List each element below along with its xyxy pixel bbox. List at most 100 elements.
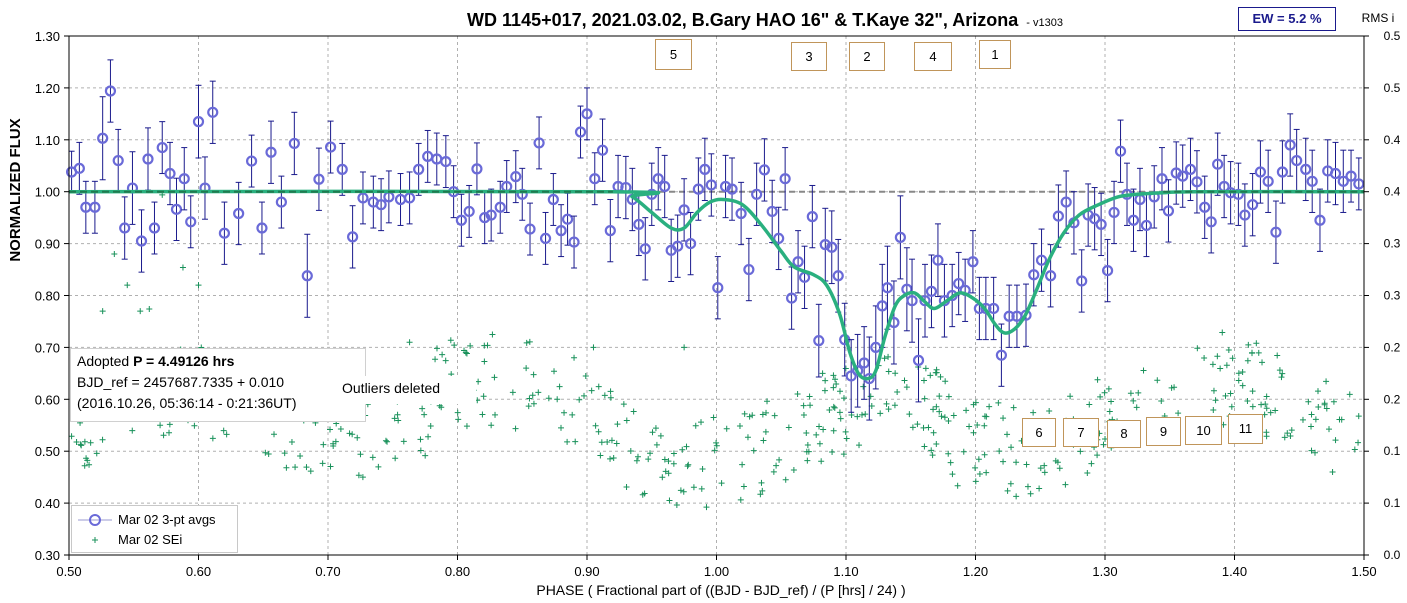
sei-point <box>337 426 344 433</box>
sei-point <box>93 450 100 457</box>
sei-point <box>963 407 970 414</box>
sei-point <box>1194 345 1201 352</box>
y-tick-label: 0.60 <box>35 392 60 407</box>
sei-point <box>929 452 936 459</box>
sei-point <box>677 487 684 494</box>
sei-point <box>685 461 692 468</box>
sei-point <box>81 462 88 469</box>
sei-point <box>936 393 943 400</box>
sei-point <box>1000 458 1007 465</box>
avg-point <box>751 188 763 200</box>
avg-point <box>988 302 1000 315</box>
sei-point <box>535 389 542 396</box>
sei-point <box>1010 404 1017 411</box>
sei-point <box>803 430 810 437</box>
avg-point <box>185 216 197 228</box>
sei-point <box>1225 347 1232 354</box>
avg-point <box>1035 254 1048 266</box>
sei-point <box>1308 447 1315 454</box>
sei-point <box>713 439 720 446</box>
y-tick-label: 0.80 <box>35 289 60 304</box>
avg-point <box>712 282 724 294</box>
sei-point <box>1355 413 1362 420</box>
sei-point <box>369 454 376 461</box>
sei-point <box>822 377 829 384</box>
sei-point <box>758 479 765 486</box>
sei-point <box>87 439 94 446</box>
sei-point <box>659 474 666 481</box>
sei-point <box>833 380 840 387</box>
sei-point <box>649 429 656 436</box>
sei-point <box>265 450 272 457</box>
avg-point <box>672 240 684 252</box>
sei-point <box>673 502 680 509</box>
sei-point <box>1235 370 1242 377</box>
sei-point <box>454 409 461 416</box>
sei-point <box>455 416 462 423</box>
sei-point <box>1094 376 1101 383</box>
sei-point <box>438 404 445 411</box>
avg-point <box>313 173 325 185</box>
sei-point <box>607 455 614 462</box>
sei-point <box>698 419 705 426</box>
sei-point <box>425 433 432 440</box>
sei-point <box>1013 459 1020 466</box>
sei-point <box>1030 409 1037 416</box>
sei-point <box>191 422 198 429</box>
avg-point <box>403 192 416 204</box>
sei-point <box>832 376 839 383</box>
sei-point <box>1067 393 1074 400</box>
event-label-3: 3 <box>791 42 827 71</box>
x-tick-label: 0.90 <box>574 564 599 579</box>
sei-point <box>816 423 823 430</box>
sei-point <box>319 460 326 467</box>
sei-point <box>1305 398 1312 405</box>
avg-point <box>819 239 831 251</box>
sei-point <box>842 365 849 372</box>
sei-point <box>854 413 861 420</box>
sei-point <box>1105 385 1112 392</box>
avg-point <box>494 201 506 213</box>
avg-point <box>858 357 870 369</box>
sei-point <box>1154 377 1161 384</box>
avg-point <box>1306 175 1318 187</box>
sei-point <box>826 407 833 414</box>
sei-point <box>81 438 88 445</box>
x-tick-label: 1.40 <box>1222 564 1247 579</box>
sei-point <box>1054 459 1061 466</box>
avg-point <box>288 137 300 150</box>
sei-point <box>326 426 333 433</box>
sei-point <box>590 344 597 351</box>
sei-point <box>481 342 488 349</box>
sei-point <box>489 331 496 338</box>
avg-point <box>652 173 664 185</box>
avg-point <box>455 214 467 226</box>
sei-point <box>320 441 327 448</box>
avg-point <box>539 232 552 245</box>
avg-point <box>324 141 337 153</box>
sei-point <box>283 464 290 471</box>
avg-point <box>1291 154 1303 167</box>
sei-point <box>739 461 746 468</box>
sei-point <box>883 400 890 407</box>
sei-point <box>983 413 990 420</box>
sei-point <box>439 351 446 358</box>
sei-point <box>480 393 487 400</box>
sei-point <box>1248 349 1255 356</box>
sei-point <box>1212 397 1219 404</box>
x-tick-label: 1.10 <box>833 564 858 579</box>
sei-point <box>1329 468 1336 475</box>
sei-point <box>634 453 641 460</box>
sei-point <box>1217 365 1224 372</box>
sei-point <box>1133 404 1140 411</box>
sei-point <box>417 447 424 454</box>
avg-point <box>1177 170 1189 182</box>
sei-point <box>346 430 353 437</box>
avg-point <box>758 164 771 176</box>
ew-box: EW = 5.2 % <box>1238 7 1336 31</box>
sei-point <box>1227 390 1234 397</box>
avg-point <box>743 263 755 276</box>
sei-point <box>1223 362 1230 369</box>
sei-point <box>892 370 899 377</box>
avg-point <box>726 183 738 195</box>
